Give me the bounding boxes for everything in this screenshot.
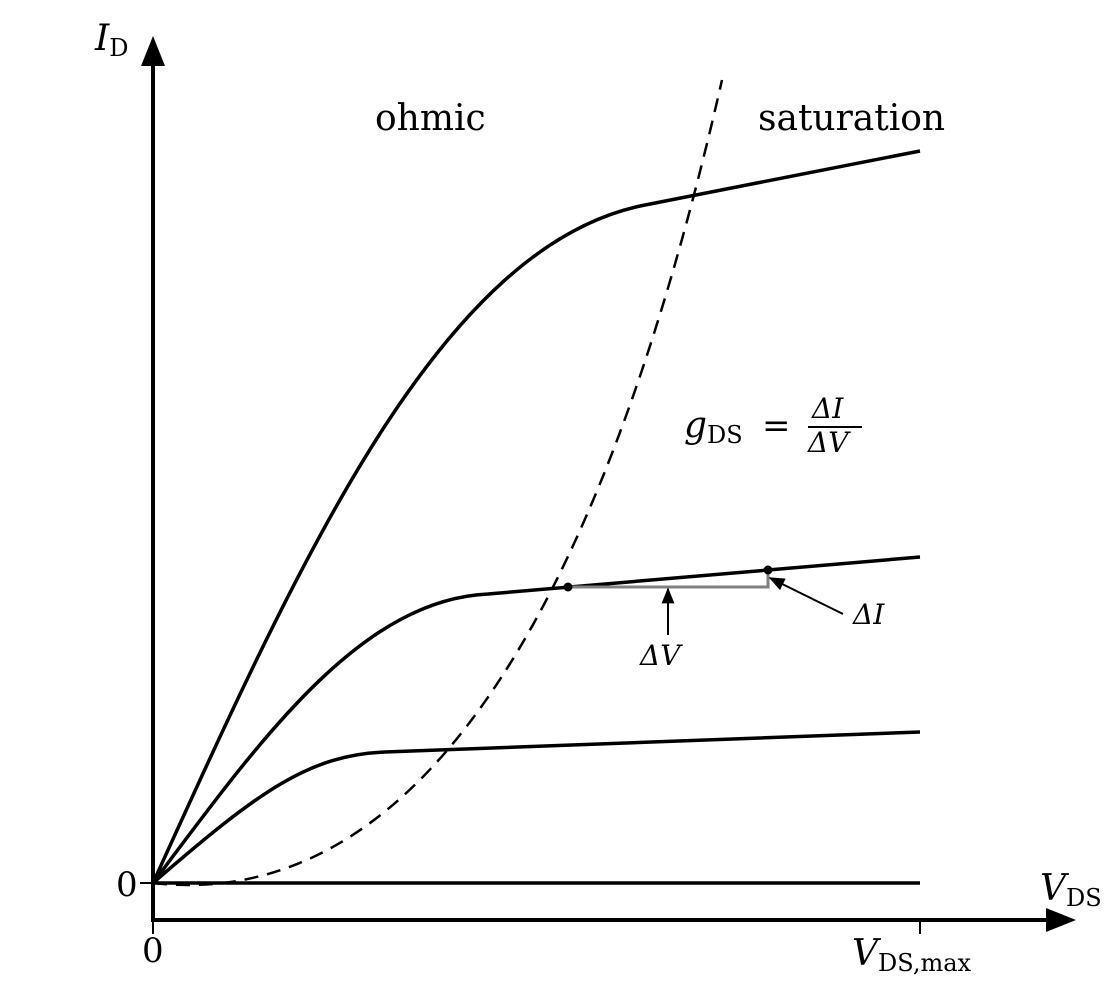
formula-numerator: ΔI [811, 392, 844, 425]
saturation-region-label: saturation [758, 98, 945, 139]
formula-equals: = [762, 406, 791, 446]
mid-gate-curve [151, 555, 921, 885]
delta-i-label: ΔI [852, 598, 885, 631]
formula-lhs: gDS [684, 405, 743, 449]
slope-triangle [568, 570, 770, 589]
slope-point-right [763, 565, 773, 575]
y-axis-arrowhead [141, 36, 165, 66]
low-gate-curve [151, 730, 921, 885]
ohmic-region-label: ohmic [375, 98, 486, 139]
slope-point-left [563, 582, 573, 592]
x-axis-label: VDS [1040, 868, 1102, 912]
high-gate-curve [151, 149, 921, 884]
x-zero-label: 0 [142, 931, 164, 971]
formula-denominator: ΔV [807, 426, 851, 459]
delta-v-label: ΔV [639, 639, 683, 672]
x-axis-arrowhead [1046, 908, 1076, 932]
y-axis-label: ID [94, 18, 128, 62]
delta-i-arrow [768, 577, 844, 615]
saturation-boundary-curve [152, 79, 724, 887]
x-max-label: VDS,max [852, 933, 972, 977]
y-zero-label: 0 [116, 865, 138, 905]
